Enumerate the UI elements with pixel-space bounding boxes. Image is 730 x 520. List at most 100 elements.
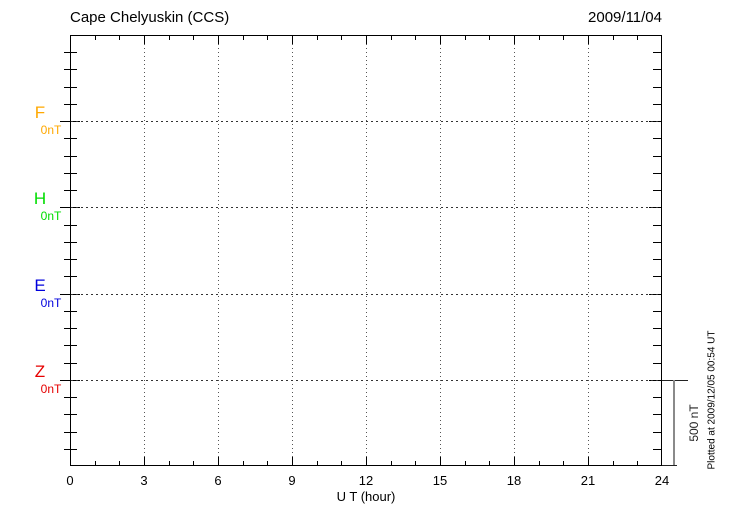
baseline-Z — [71, 380, 661, 381]
y-tick-right — [653, 138, 661, 139]
gridline-vertical-9h — [292, 36, 293, 465]
x-tick-top — [267, 36, 268, 40]
x-tick-label-21: 21 — [580, 473, 596, 488]
y-tick-left — [64, 190, 77, 191]
x-tick-top — [341, 36, 342, 40]
x-tick-top — [292, 36, 293, 44]
y-tick-right — [653, 69, 661, 70]
y-tick-right — [653, 363, 661, 364]
y-tick-right — [653, 104, 661, 105]
x-tick-top — [95, 36, 96, 40]
gridline-vertical-15h — [440, 36, 441, 465]
x-tick-top — [539, 36, 540, 40]
y-tick-left — [64, 69, 77, 70]
y-tick-left — [64, 345, 77, 346]
gridline-vertical-3h — [144, 36, 145, 465]
x-tick-top — [169, 36, 170, 40]
y-tick-left — [64, 259, 77, 260]
channel-label-Z: Z — [34, 362, 46, 381]
x-tick-top — [391, 36, 392, 40]
y-tick-left-major — [60, 207, 80, 208]
y-tick-right — [653, 156, 661, 157]
y-tick-right — [653, 432, 661, 433]
x-tick-bottom — [391, 461, 392, 465]
y-tick-right — [653, 328, 661, 329]
x-tick-top — [613, 36, 614, 40]
x-tick-bottom — [588, 457, 589, 465]
y-tick-left — [64, 397, 77, 398]
x-tick-bottom — [514, 457, 515, 465]
plotted-at-note: Plotted at 2009/12/05 00:54 UT — [706, 330, 718, 470]
x-tick-top — [415, 36, 416, 40]
x-tick-top — [588, 36, 589, 44]
y-tick-left — [64, 225, 77, 226]
x-tick-bottom — [267, 461, 268, 465]
x-tick-bottom — [193, 461, 194, 465]
x-tick-bottom — [366, 457, 367, 465]
y-tick-right — [653, 276, 661, 277]
channel-label-F: F — [34, 103, 46, 122]
x-tick-top — [465, 36, 466, 40]
y-tick-right — [653, 345, 661, 346]
x-tick-label-18: 18 — [506, 473, 522, 488]
scale-bar-cap — [662, 380, 688, 381]
channel-baseline-value-Z: 0nT — [40, 382, 62, 396]
x-tick-label-3: 3 — [140, 473, 148, 488]
x-tick-top — [144, 36, 145, 44]
x-tick-bottom — [243, 461, 244, 465]
x-tick-bottom — [563, 461, 564, 465]
y-tick-right — [653, 52, 661, 53]
y-tick-right — [653, 311, 661, 312]
x-tick-bottom — [119, 461, 120, 465]
x-tick-bottom — [317, 461, 318, 465]
x-tick-top — [489, 36, 490, 40]
x-tick-top — [317, 36, 318, 40]
gridline-vertical-6h — [218, 36, 219, 465]
x-tick-top — [366, 36, 367, 44]
y-tick-left — [64, 449, 77, 450]
y-tick-left — [64, 242, 77, 243]
x-tick-top — [440, 36, 441, 44]
y-tick-right — [653, 242, 661, 243]
x-tick-label-6: 6 — [214, 473, 222, 488]
x-axis-label: U T (hour) — [336, 489, 396, 504]
station-title: Cape Chelyuskin (CCS) — [70, 9, 230, 26]
x-tick-bottom — [440, 457, 441, 465]
x-tick-bottom — [341, 461, 342, 465]
plot-date: 2009/11/04 — [588, 9, 662, 26]
y-tick-left — [64, 276, 77, 277]
y-tick-left — [64, 52, 77, 53]
y-tick-left-major — [60, 121, 80, 122]
x-tick-label-24: 24 — [654, 473, 670, 488]
x-tick-bottom — [218, 457, 219, 465]
y-tick-left-major — [60, 294, 80, 295]
channel-baseline-value-F: 0nT — [40, 123, 62, 137]
baseline-E — [71, 294, 661, 295]
gridline-vertical-21h — [588, 36, 589, 465]
baseline-H — [71, 207, 661, 208]
y-tick-right — [653, 449, 661, 450]
gridline-vertical-18h — [514, 36, 515, 465]
x-tick-bottom — [489, 461, 490, 465]
x-tick-bottom — [637, 461, 638, 465]
x-tick-label-0: 0 — [66, 473, 74, 488]
y-tick-left — [64, 156, 77, 157]
y-tick-left — [64, 104, 77, 105]
y-tick-left — [64, 414, 77, 415]
y-tick-left — [64, 173, 77, 174]
y-tick-right — [653, 190, 661, 191]
y-tick-right — [653, 397, 661, 398]
y-tick-right — [653, 225, 661, 226]
y-tick-right — [653, 87, 661, 88]
x-tick-label-12: 12 — [358, 473, 374, 488]
x-tick-bottom — [613, 461, 614, 465]
x-tick-bottom — [539, 461, 540, 465]
x-tick-label-15: 15 — [432, 473, 448, 488]
scale-bar-foot — [662, 465, 677, 466]
x-tick-bottom — [292, 457, 293, 465]
y-tick-left-major — [60, 380, 80, 381]
y-tick-left — [64, 328, 77, 329]
x-tick-label-9: 9 — [288, 473, 296, 488]
channel-label-H: H — [33, 189, 47, 208]
x-tick-bottom — [169, 461, 170, 465]
